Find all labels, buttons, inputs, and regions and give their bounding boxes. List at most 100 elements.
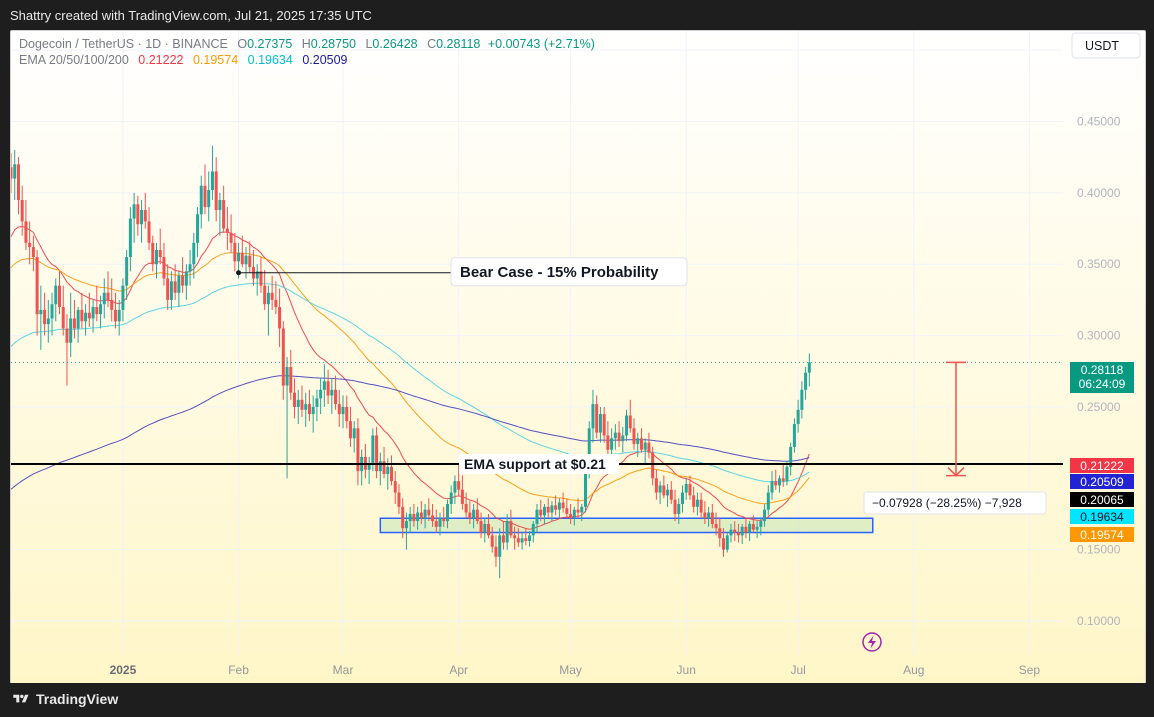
- x-tick-sep: Sep: [1019, 663, 1041, 677]
- candle-body: [117, 309, 121, 322]
- candle: [490, 526, 494, 553]
- candle-body: [625, 415, 629, 436]
- price-axis[interactable]: 0.500000.450000.400000.350000.300000.250…: [1077, 43, 1121, 628]
- time-axis[interactable]: 2025 Feb Mar Apr May Jun Jul Aug Sep: [110, 663, 1041, 677]
- legend-line-1: Dogecoin / TetherUS · 1D · BINANCE O0.27…: [19, 37, 595, 51]
- x-tick-mar: Mar: [333, 663, 354, 677]
- bottom-bar: TradingView: [0, 683, 1154, 717]
- candle-body: [561, 502, 565, 509]
- candlestick-chart[interactable]: EMA support at $0.21 Bear Case - 15% Prob…: [11, 31, 1145, 683]
- bear-case-text: Bear Case - 15% Probability: [460, 264, 659, 281]
- candle-body: [319, 389, 323, 399]
- candle: [125, 249, 129, 300]
- candle: [662, 475, 666, 499]
- x-tick-feb: Feb: [228, 663, 249, 677]
- ema200-badge-text: 0.20509: [1080, 475, 1124, 489]
- candle-body: [65, 328, 69, 343]
- candle-body: [311, 406, 315, 415]
- candle-body: [490, 535, 494, 547]
- candle: [542, 503, 546, 524]
- candle: [404, 512, 408, 550]
- candle: [699, 492, 703, 519]
- candle: [557, 498, 561, 519]
- candle-body: [416, 512, 420, 522]
- candle: [91, 299, 95, 333]
- candle: [352, 421, 356, 453]
- candle: [266, 285, 270, 336]
- candle: [345, 395, 349, 429]
- candle-body: [766, 492, 770, 510]
- candle: [140, 199, 144, 243]
- candle: [259, 257, 263, 293]
- candle: [807, 353, 811, 387]
- candle-body: [598, 414, 602, 433]
- candle-body: [50, 304, 54, 319]
- chart-frame[interactable]: EMA support at $0.21 Bear Case - 15% Prob…: [10, 30, 1146, 684]
- currency-button[interactable]: USDT: [1071, 32, 1141, 59]
- candle-body: [281, 328, 285, 386]
- candle-body: [751, 523, 755, 530]
- candle-body: [72, 318, 76, 329]
- candle: [315, 389, 319, 422]
- candle-body: [587, 428, 591, 472]
- candle-body: [576, 509, 580, 513]
- candle-body: [707, 512, 711, 519]
- candle-body: [173, 281, 177, 293]
- candle-body: [632, 428, 636, 445]
- candle-body: [669, 489, 673, 500]
- candle: [774, 469, 778, 490]
- candle-body: [110, 299, 114, 310]
- candle: [46, 299, 50, 343]
- candle: [703, 501, 707, 524]
- candle: [274, 281, 278, 315]
- lightning-icon[interactable]: [862, 632, 882, 652]
- candle: [319, 378, 323, 415]
- candle: [464, 492, 468, 519]
- candle-body: [475, 509, 479, 522]
- tradingview-logo[interactable]: TradingView: [12, 691, 118, 707]
- candle-body: [28, 242, 32, 248]
- candle-body: [580, 506, 584, 513]
- candle: [54, 278, 58, 322]
- candle: [598, 406, 602, 443]
- candle: [434, 509, 438, 533]
- candle: [192, 232, 196, 279]
- candle-body: [259, 271, 263, 286]
- candle-body: [800, 389, 804, 410]
- candle: [263, 269, 267, 310]
- candle-body: [434, 521, 438, 527]
- candle-body: [606, 435, 610, 450]
- candle-body: [423, 509, 427, 519]
- candle-body: [147, 221, 151, 243]
- candle-body: [528, 535, 532, 542]
- candle: [707, 506, 711, 527]
- candle-body: [781, 478, 785, 482]
- grid: [11, 31, 1063, 657]
- candle: [20, 185, 24, 236]
- candle-body: [695, 499, 699, 507]
- candle: [87, 292, 91, 328]
- candle: [151, 235, 155, 272]
- candle: [222, 185, 226, 233]
- candle: [121, 278, 125, 322]
- candle: [304, 392, 308, 427]
- candle-body: [334, 389, 338, 405]
- ema200-badge: 0.20509: [1070, 474, 1134, 489]
- candle: [35, 249, 39, 336]
- candle-body: [658, 485, 662, 493]
- candle: [233, 232, 237, 272]
- ema-50-line: [11, 252, 810, 505]
- candle: [334, 375, 338, 410]
- candle: [494, 535, 498, 567]
- candle-body: [569, 513, 573, 519]
- candle-body: [237, 252, 241, 262]
- candle-body: [43, 309, 47, 325]
- candle-body: [639, 438, 643, 450]
- candle-body: [419, 512, 423, 519]
- candle-body: [572, 509, 576, 519]
- ema-100-line: [11, 282, 810, 483]
- candle: [76, 307, 80, 343]
- candle-body: [774, 481, 778, 486]
- candle: [744, 518, 748, 539]
